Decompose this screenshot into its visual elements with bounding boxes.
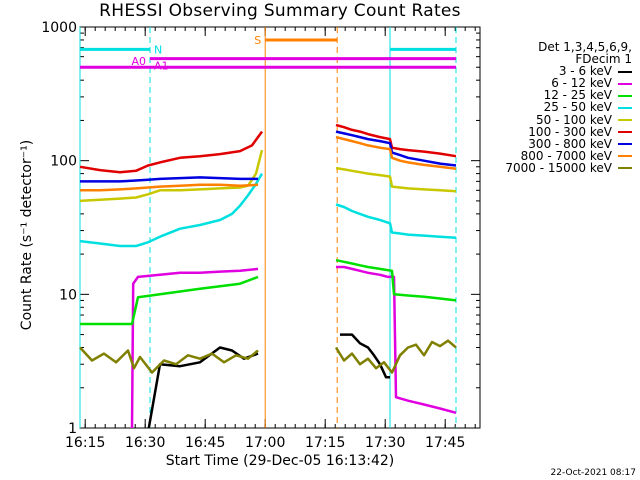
y-tick-label: 100: [50, 154, 77, 170]
series-line-25to50kev: [79, 172, 264, 248]
y-tick-label: 1000: [41, 20, 77, 36]
x-axis-label: Start Time (29-Dec-05 16:13:42): [165, 453, 395, 469]
series-line-6to12kev: [130, 267, 259, 429]
legend-swatch: [618, 143, 632, 146]
legend-entry: 3 - 6 keV: [505, 65, 632, 77]
annotation-label-s: S: [254, 34, 261, 47]
legend-swatch: [618, 131, 632, 134]
legend-swatch: [618, 82, 632, 85]
series-line-300to800kev-post: [335, 130, 457, 167]
legend-entry: 50 - 100 keV: [505, 114, 632, 126]
annotation-label-n: N: [154, 43, 162, 56]
legend-entry: 7000 - 15000 keV: [505, 162, 632, 174]
series-line-6to12kev-post: [336, 265, 457, 415]
x-tick-label: 17:30: [365, 435, 405, 451]
series-line-50to100kev-post: [335, 166, 457, 193]
x-tick-label: 16:15: [65, 435, 105, 451]
legend-header-line-2: FDecim 1: [575, 52, 632, 67]
legend-swatch: [618, 94, 632, 97]
chart-title: RHESSI Observing Summary Count Rates: [99, 1, 461, 21]
series-line-800to7000kev-post: [335, 135, 457, 171]
legend-swatch: [618, 106, 632, 109]
legend-label: 300 - 800 keV: [528, 136, 612, 151]
x-tick-label: 17:45: [425, 435, 465, 451]
legend-header-line-1: Det 1,3,4,5,6,9,: [538, 40, 632, 54]
legend-label: 7000 - 15000 keV: [505, 160, 612, 175]
legend-entry: 25 - 50 keV: [505, 100, 632, 115]
legend-entry: 300 - 800 keV: [505, 138, 632, 150]
legend-label: 12 - 25 keV: [543, 88, 612, 103]
series-line-7000to15000kev: [79, 346, 259, 374]
legend-swatch: [618, 167, 632, 170]
x-tick-label: 16:45: [185, 435, 225, 451]
legend-label: 6 - 12 keV: [551, 76, 612, 91]
series-line-12to25kev-post: [335, 258, 457, 302]
legend: Det 1,3,4,5,6,9, FDecim 1 3 - 6 keV 6 - 1…: [505, 41, 632, 174]
series-line-3to6kev-post: [340, 333, 390, 379]
x-tick-label: 17:15: [305, 435, 345, 451]
series-line-300to800kev: [80, 176, 258, 183]
series-line-12to25kev: [80, 275, 259, 326]
legend-entry: 800 - 7000 keV: [505, 150, 632, 162]
legend-swatch: [618, 155, 632, 158]
y-tick-label: 1: [68, 421, 77, 437]
legend-swatch: [618, 119, 632, 122]
legend-label: 800 - 7000 keV: [520, 148, 612, 163]
legend-swatch: [618, 70, 632, 73]
legend-entry: 100 - 300 keV: [505, 126, 632, 138]
legend-entry: 6 - 12 keV: [505, 77, 632, 89]
y-tick-label: 10: [59, 287, 77, 303]
legend-label: 50 - 100 keV: [535, 112, 612, 127]
series-line-50to100kev: [79, 149, 264, 203]
series-line-25to50kev-post: [335, 203, 457, 240]
annotation-label-a1: A1: [154, 60, 169, 73]
x-tick-label: 17:00: [245, 435, 285, 451]
legend-label: 25 - 50 keV: [543, 100, 612, 115]
legend-entry: 12 - 25 keV: [505, 89, 632, 101]
series-line-7000to15000kev-post: [334, 339, 457, 374]
series-line-100to300kev-post: [335, 123, 457, 158]
x-tick-label: 16:30: [125, 435, 165, 451]
series-line-100to300kev: [79, 130, 264, 174]
date-stamp: 22-Oct-2021 08:17: [550, 468, 636, 478]
annotation-label-a0: A0: [131, 55, 146, 68]
legend-label: 100 - 300 keV: [528, 124, 612, 139]
series-line-800to7000kev: [80, 183, 259, 192]
plot-frame: [79, 26, 481, 429]
legend-label: 3 - 6 keV: [558, 64, 612, 79]
